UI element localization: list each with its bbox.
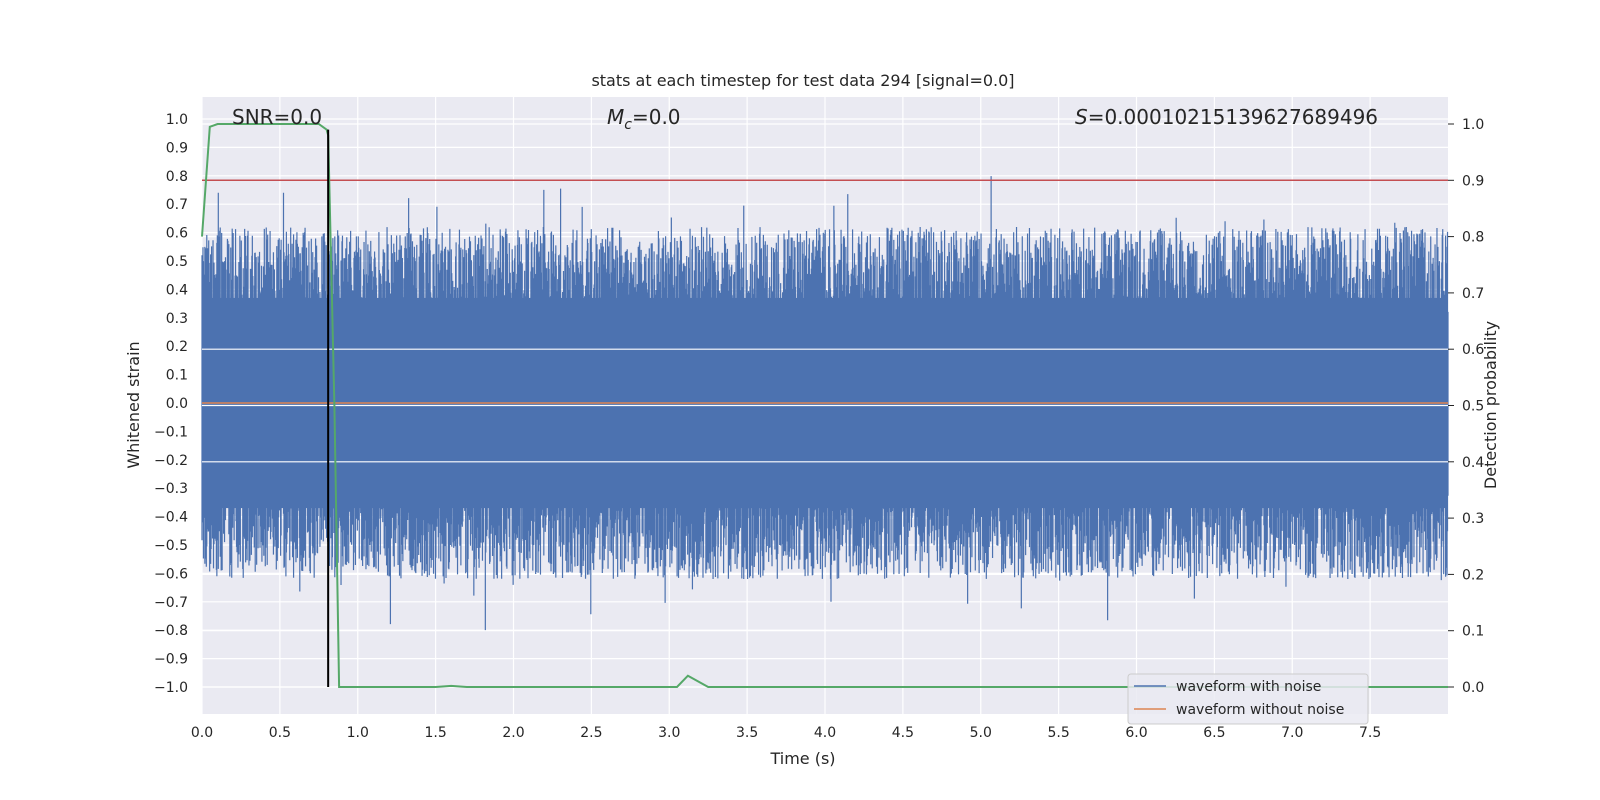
x-tick-label: 0.5	[269, 725, 291, 741]
y-right-tick-label: 1.0	[1462, 117, 1484, 133]
legend-label-noise: waveform with noise	[1176, 679, 1321, 695]
y-right-axis-label: Detection probability	[1481, 321, 1500, 489]
y-left-tick-label: −0.6	[154, 566, 188, 582]
x-tick-label: 3.0	[658, 725, 680, 741]
y-left-axis-ticks: 1.0 0.9 0.8 0.7 0.6 0.5 0.4 0.3 0.2 0.1 0.0 −0.1 −0.…	[154, 112, 188, 696]
x-tick-label: 2.5	[580, 725, 602, 741]
x-tick-label: 7.5	[1359, 725, 1381, 741]
detection-probability-line	[201, 123, 1448, 688]
y-left-tick-label: −0.1	[154, 424, 188, 440]
y-left-tick-label: −0.7	[154, 595, 188, 611]
x-tick-label: 2.0	[502, 725, 524, 741]
snr-annotation: SNR=0.0	[232, 105, 322, 129]
x-tick-label: 3.5	[736, 725, 758, 741]
y-right-tick-label: 0.8	[1462, 230, 1484, 246]
x-tick-label: 6.0	[1125, 725, 1147, 741]
y-left-tick-label: 0.6	[166, 226, 188, 242]
x-tick-label: 7.0	[1281, 725, 1303, 741]
y-left-tick-label: 0.9	[166, 140, 188, 156]
x-tick-label: 5.0	[970, 725, 992, 741]
y-left-tick-label: 0.5	[166, 254, 188, 270]
x-axis-label: Time (s)	[769, 749, 835, 768]
y-right-tick-label: 0.3	[1462, 511, 1484, 527]
y-left-tick-label: −0.2	[154, 453, 188, 469]
y-left-tick-label: −0.3	[154, 481, 188, 497]
s-symbol: S	[1075, 105, 1088, 129]
chart-title: stats at each timestep for test data 294…	[591, 71, 1014, 90]
legend-box	[1127, 673, 1369, 725]
y-left-tick-label: 0.4	[166, 282, 188, 298]
s-annotation: S=0.00010215139627689496	[1075, 105, 1378, 129]
y-right-tick-label: 0.0	[1462, 680, 1484, 696]
y-left-tick-label: −1.0	[154, 680, 188, 696]
x-axis-ticks: 0.0 0.5 1.0 1.5 2.0 2.5 3.0 3.5 4.0 4.5 5.0 5.5 6.0 6…	[191, 725, 1381, 741]
x-tick-label: 1.5	[424, 725, 446, 741]
series-detection-probability	[201, 123, 1448, 688]
x-tick-label: 1.0	[347, 725, 369, 741]
x-tick-label: 0.0	[191, 725, 213, 741]
x-tick-label: 4.0	[814, 725, 836, 741]
y-right-tick-label: 0.9	[1462, 173, 1484, 189]
mc-symbol: M	[607, 105, 624, 129]
y-left-tick-label: −0.4	[154, 510, 188, 526]
y-left-tick-label: 0.7	[166, 197, 188, 213]
y-left-tick-label: −0.8	[154, 623, 188, 639]
y-left-tick-label: 0.2	[166, 339, 188, 355]
y-right-tick-label: 0.4	[1462, 455, 1484, 471]
y-right-tick-label: 0.1	[1462, 624, 1484, 640]
y-left-tick-label: −0.9	[154, 652, 188, 668]
legend: waveform with noise waveform without noi…	[1127, 673, 1369, 725]
x-tick-label: 5.5	[1047, 725, 1069, 741]
y-left-tick-label: 0.1	[166, 368, 188, 384]
x-tick-label: 6.5	[1203, 725, 1225, 741]
y-right-tick-label: 0.5	[1462, 399, 1484, 415]
mc-subscript: c	[624, 117, 632, 133]
legend-label-clean: waveform without noise	[1176, 702, 1344, 718]
y-left-axis-label: Whitened strain	[124, 341, 143, 468]
s-value: =0.00010215139627689496	[1088, 105, 1378, 129]
y-right-tick-label: 0.2	[1462, 567, 1484, 583]
mc-annotation: Mc=0.0	[607, 105, 681, 133]
x-tick-label: 4.5	[892, 725, 914, 741]
y-right-tick-label: 0.6	[1462, 342, 1484, 358]
y-left-tick-label: 0.3	[166, 311, 188, 327]
y-right-tick-label: 0.7	[1462, 286, 1484, 302]
y-left-tick-label: 0.0	[166, 396, 188, 412]
mc-value: =0.0	[632, 105, 681, 129]
y-left-tick-label: −0.5	[154, 538, 188, 554]
y-left-tick-label: 1.0	[166, 112, 188, 128]
y-left-tick-label: 0.8	[166, 169, 188, 185]
y-right-axis-ticks: 1.0 0.9 0.8 0.7 0.6 0.5 0.4 0.3 0.2 0.1 0.0	[1448, 117, 1484, 696]
